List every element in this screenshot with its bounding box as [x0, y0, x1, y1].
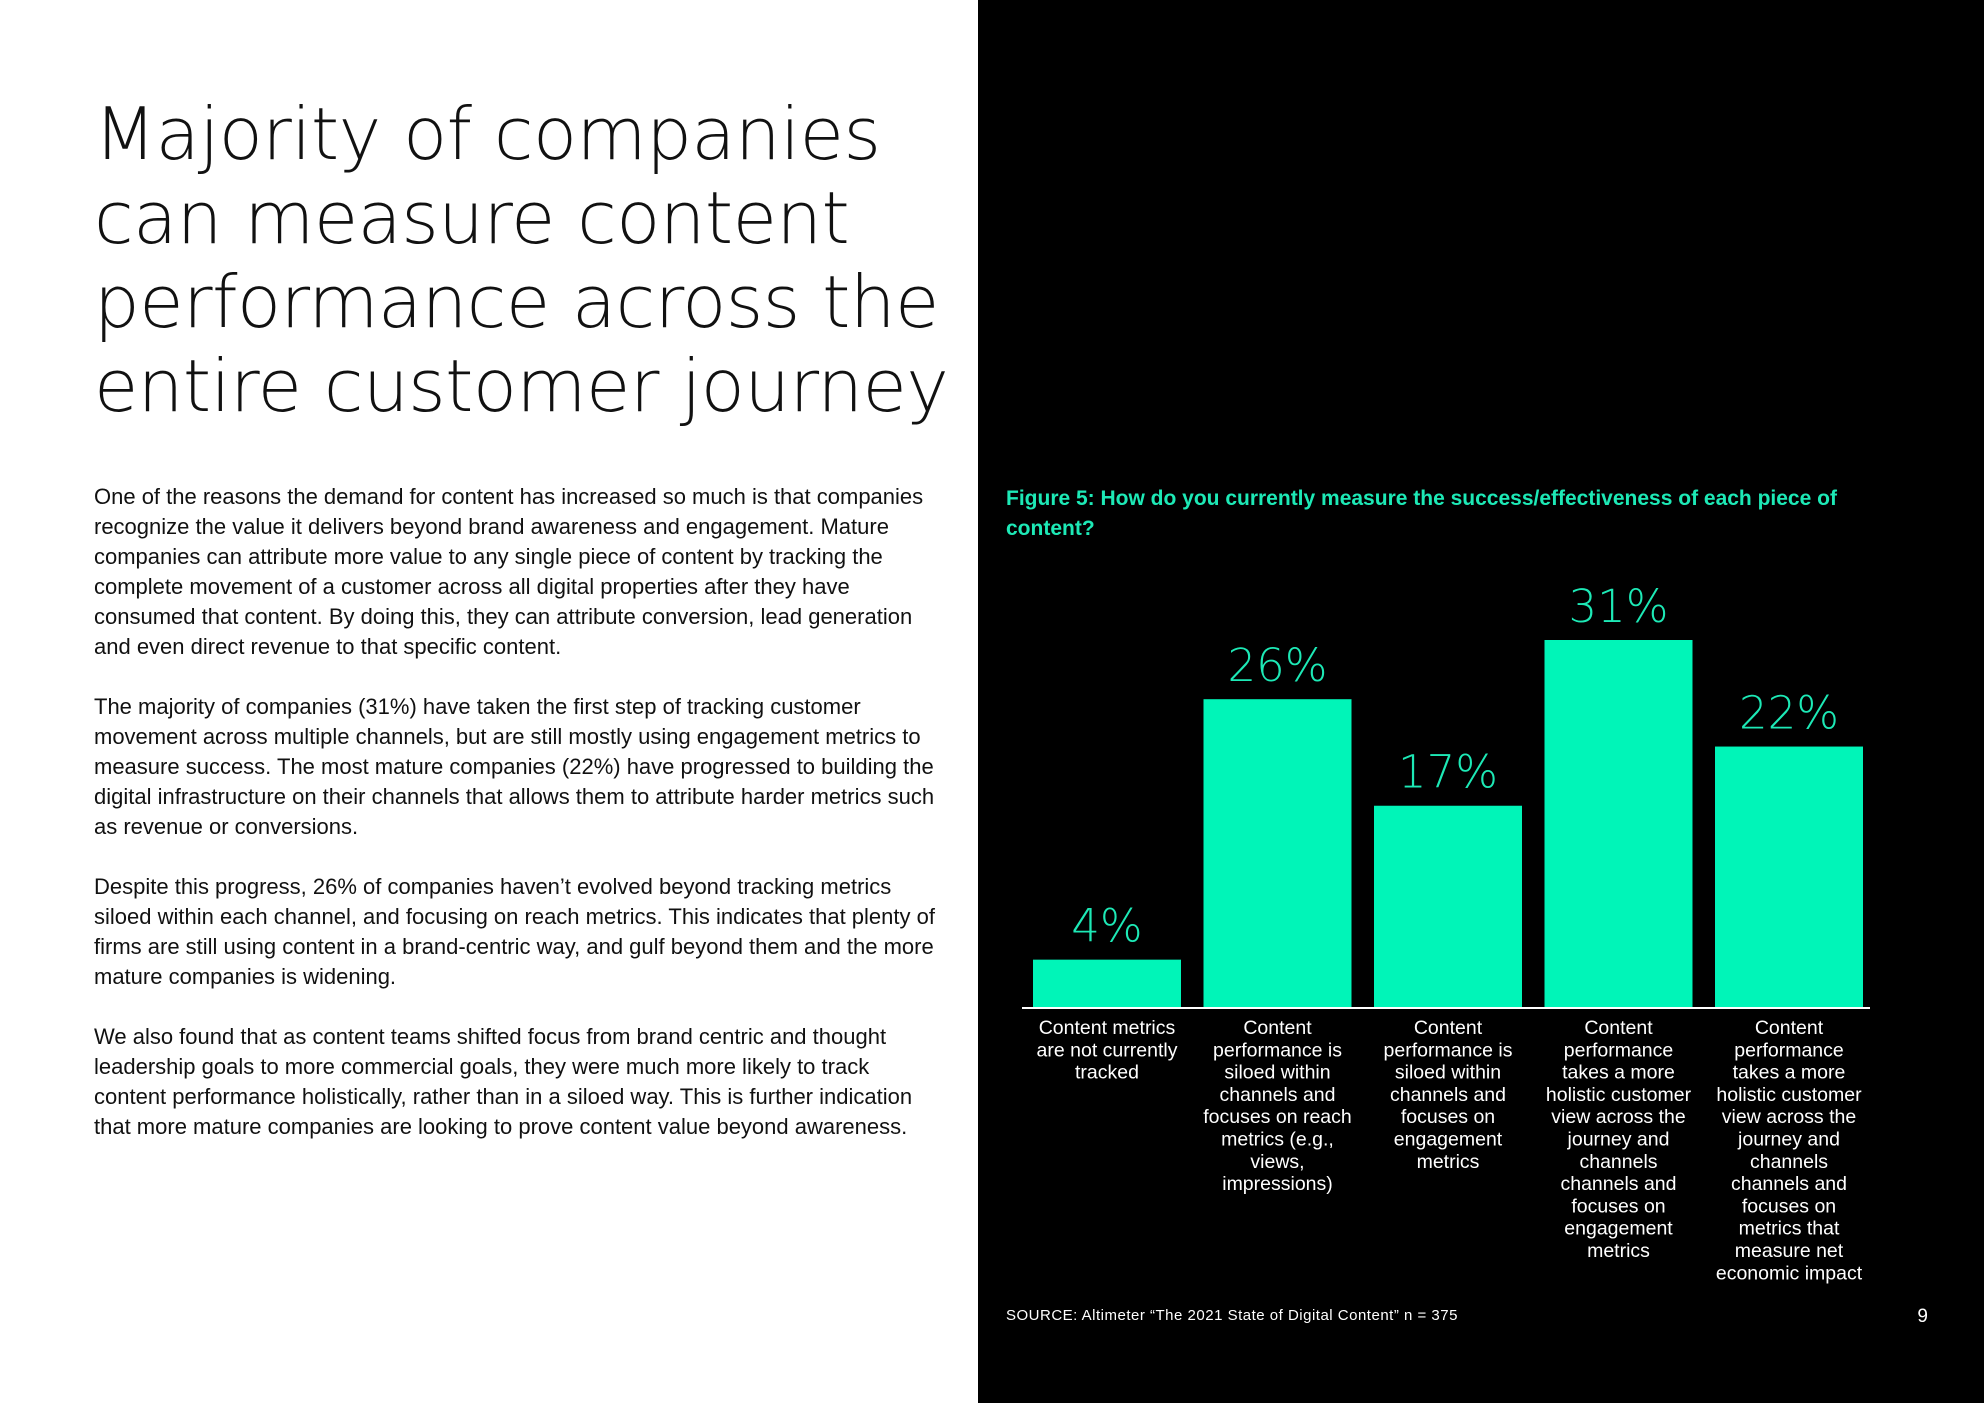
- category-label-line: channels and: [1219, 1084, 1335, 1106]
- category-label-line: Content metrics: [1039, 1017, 1176, 1039]
- category-label-line: tracked: [1075, 1062, 1139, 1084]
- category-label-line: holistic customer: [1546, 1084, 1692, 1106]
- category-label-line: measure net: [1735, 1240, 1844, 1262]
- category-label-line: focuses on reach: [1203, 1106, 1352, 1128]
- category-label: Content metrics are not currently tracked: [1037, 1017, 1178, 1084]
- category-label-line: channels and: [1390, 1084, 1506, 1106]
- category-label-line: focuses on: [1742, 1195, 1836, 1217]
- category-label-line: Content: [1755, 1017, 1824, 1039]
- category-label-line: views,: [1250, 1151, 1304, 1173]
- bar: [1203, 699, 1352, 1007]
- bar-value-label: 22%: [1739, 687, 1839, 740]
- body-text: One of the reasons the demand for conten…: [94, 482, 944, 1172]
- category-label-line: Content: [1414, 1017, 1483, 1039]
- text-panel: Majority of companies can measure conten…: [0, 0, 978, 1403]
- category-label-line: siloed within: [1224, 1062, 1330, 1084]
- body-paragraph: The majority of companies (31%) have tak…: [94, 694, 935, 839]
- category-label-line: Content: [1584, 1017, 1653, 1039]
- category-label: Content performance is siloed within channe…: [1384, 1017, 1513, 1173]
- category-label-line: takes a more: [1733, 1062, 1846, 1084]
- category-label-line: siloed within: [1395, 1062, 1501, 1084]
- category-label-line: are not currently: [1037, 1039, 1178, 1061]
- bar-value-label: 26%: [1227, 639, 1327, 692]
- category-label-line: metrics that: [1739, 1218, 1840, 1240]
- bar-value-label: 4%: [1071, 900, 1142, 953]
- category-label-line: engagement: [1394, 1129, 1503, 1151]
- category-label-line: focuses on: [1401, 1106, 1495, 1128]
- category-label-line: channels: [1750, 1151, 1828, 1173]
- category-label-line: channels and: [1560, 1173, 1676, 1195]
- page-number: 9: [1917, 1306, 1928, 1327]
- bar-value-label: 17%: [1398, 746, 1498, 799]
- category-label-line: takes a more: [1562, 1062, 1675, 1084]
- title-line: performance across the: [94, 260, 939, 344]
- category-label-line: channels: [1579, 1151, 1657, 1173]
- source-note: SOURCE: Altimeter “The 2021 State of Dig…: [1006, 1307, 1458, 1324]
- chart-panel: [978, 0, 1984, 1403]
- category-label-line: metrics (e.g.,: [1221, 1129, 1334, 1151]
- bar: [1715, 746, 1863, 1007]
- category-label: Content performance takes a more holistic c…: [1716, 1017, 1863, 1284]
- category-label-line: performance is: [1384, 1039, 1513, 1061]
- category-label-line: economic impact: [1716, 1262, 1863, 1284]
- category-label: Content performance takes a more holistic c…: [1546, 1017, 1692, 1262]
- category-label-line: Content: [1243, 1017, 1312, 1039]
- bar-chart: 4%Content metrics are not currently tracke…: [1022, 580, 1870, 1284]
- title-line: can measure content: [94, 176, 850, 260]
- body-paragraph: We also found that as content teams shif…: [94, 1024, 913, 1139]
- bar: [1544, 640, 1693, 1007]
- title-line: Majority of companies: [94, 92, 881, 176]
- body-paragraph: Despite this progress, 26% of companies …: [94, 874, 935, 989]
- title-line: entire customer journey: [94, 344, 949, 428]
- category-label-line: performance: [1564, 1039, 1673, 1061]
- category-label-line: metrics: [1417, 1151, 1480, 1173]
- category-label-line: holistic customer: [1716, 1084, 1862, 1106]
- category-label-line: view across the: [1722, 1106, 1856, 1128]
- category-label-line: focuses on: [1571, 1195, 1665, 1217]
- category-label-line: journey and: [1567, 1129, 1670, 1151]
- category-label-line: performance: [1734, 1039, 1843, 1061]
- category-label: Content performance is siloed within channe…: [1203, 1017, 1352, 1195]
- bar: [1374, 805, 1522, 1007]
- category-label-line: view across the: [1551, 1106, 1685, 1128]
- page-title: Majority of companies can measure conten…: [94, 92, 949, 428]
- category-label-line: metrics: [1587, 1240, 1650, 1262]
- category-label-line: channels and: [1731, 1173, 1847, 1195]
- body-paragraph: One of the reasons the demand for conten…: [94, 484, 924, 659]
- category-label-line: performance is: [1213, 1039, 1342, 1061]
- category-label-line: impressions): [1222, 1173, 1333, 1195]
- category-label-line: engagement: [1564, 1218, 1673, 1240]
- bar-value-label: 31%: [1568, 580, 1668, 633]
- category-label-line: journey and: [1737, 1129, 1840, 1151]
- figure-title: Figure 5: How do you currently measure t…: [1006, 487, 1837, 540]
- bar: [1033, 959, 1181, 1007]
